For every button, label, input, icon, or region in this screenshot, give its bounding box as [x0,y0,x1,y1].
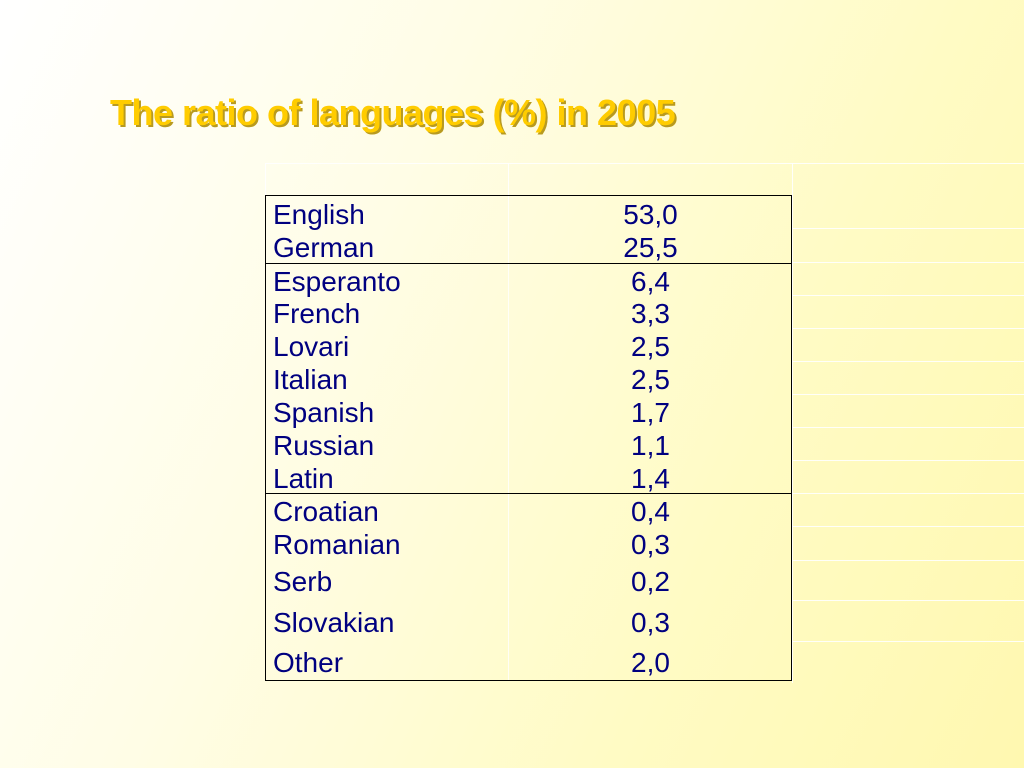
language-name: Serb [273,566,333,597]
language-name: Latin [273,463,334,494]
language-percentage: 0,3 [631,607,670,638]
slide-title: The ratio of languages (%) in 2005 [110,92,676,133]
language-percentage: 53,0 [623,199,678,230]
language-percentage: 1,1 [631,430,670,461]
language-percentage: 2,5 [631,331,670,362]
group-separator [266,263,791,264]
language-name: Croatian [273,496,379,527]
languages-table: English 53,0 German 25,5 Esperanto 6,4 French 3… [265,195,792,681]
language-percentage: 1,4 [631,463,670,494]
language-name: Other [273,647,344,678]
group-separator [266,493,791,494]
language-percentage: 6,4 [631,266,670,297]
language-percentage: 0,2 [631,566,670,597]
language-name: French [273,298,361,329]
language-percentage: 3,3 [631,298,670,329]
language-name: English [273,199,365,230]
language-name: Russian [273,430,375,461]
language-percentage: 0,4 [631,496,670,527]
language-name: Spanish [273,397,375,428]
language-name: Romanian [273,529,401,560]
language-percentage: 0,3 [631,529,670,560]
language-percentage: 2,5 [631,364,670,395]
language-name: Italian [273,364,348,395]
language-name: Slovakian [273,607,395,638]
language-name: Esperanto [273,266,401,297]
column-divider [508,196,509,680]
language-name: Lovari [273,331,350,362]
language-percentage: 2,0 [631,647,670,678]
language-percentage: 25,5 [623,232,678,263]
language-percentage: 1,7 [631,397,670,428]
language-name: German [273,232,375,263]
